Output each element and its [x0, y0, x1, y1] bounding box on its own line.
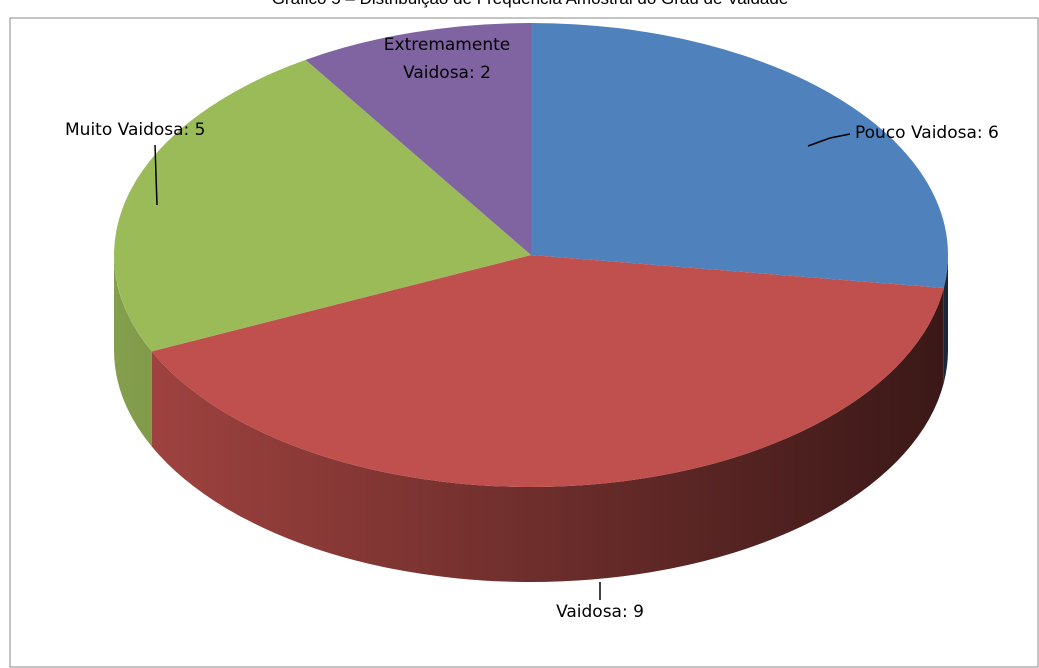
pie-side	[114, 255, 152, 447]
data-label: Vaidosa: 9	[556, 602, 644, 622]
leader-lines	[154, 133, 851, 600]
pie-tops	[113, 23, 948, 488]
data-label: Muito Vaidosa: 5	[65, 120, 206, 140]
labels: Pouco Vaidosa: 6 Vaidosa: 9 Muito Vaidosa:…	[65, 35, 999, 622]
pie-slice	[305, 23, 531, 255]
pie-sides	[114, 255, 948, 583]
leader-line	[154, 144, 158, 206]
data-label: Pouco Vaidosa: 6	[855, 123, 999, 143]
pie-slice	[113, 59, 531, 352]
pie-side	[943, 255, 948, 384]
leader-line	[807, 133, 851, 147]
data-label: Extremamente Vaidosa: 2	[384, 35, 510, 83]
chart-title: Gráfico 5 – Distribuição de Frequência A…	[272, 0, 789, 8]
pie-side	[151, 288, 944, 583]
pie-slice	[531, 23, 948, 289]
pie-slice	[151, 255, 944, 488]
